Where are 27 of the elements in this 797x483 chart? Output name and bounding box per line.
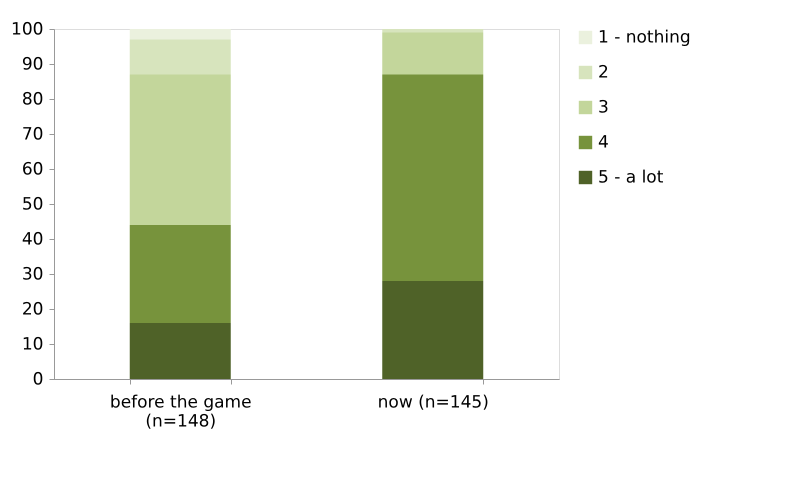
bar: [130, 40, 231, 74]
legend-label: 1 - nothing: [598, 28, 691, 48]
y-tick-label: 20: [22, 300, 44, 320]
bar: [130, 29, 231, 40]
y-tick-label: 70: [22, 124, 44, 144]
bar: [130, 225, 231, 323]
bar: [382, 281, 484, 379]
y-tick-label: 90: [22, 54, 44, 74]
legend-label: 4: [598, 132, 609, 152]
x-tick-label: now (n=145): [378, 392, 489, 412]
bar: [130, 323, 231, 379]
y-tick-label: 80: [22, 90, 44, 110]
bar: [382, 74, 484, 281]
legend-label: 2: [598, 62, 609, 82]
x-tick-label: before the game (n=148): [110, 392, 252, 432]
legend-label: 5 - a lot: [598, 168, 664, 188]
y-tick-label: 10: [22, 334, 44, 354]
y-tick-label: 40: [22, 230, 44, 250]
bar: [130, 74, 231, 225]
legend-label: 3: [598, 98, 609, 118]
bar: [382, 29, 484, 32]
y-tick-label: 0: [32, 370, 44, 390]
y-tick-label: 50: [22, 194, 44, 214]
y-tick-label: 30: [22, 264, 44, 284]
y-tick-label: 100: [11, 20, 44, 40]
y-tick-label: 60: [22, 160, 44, 180]
bar: [382, 32, 484, 74]
